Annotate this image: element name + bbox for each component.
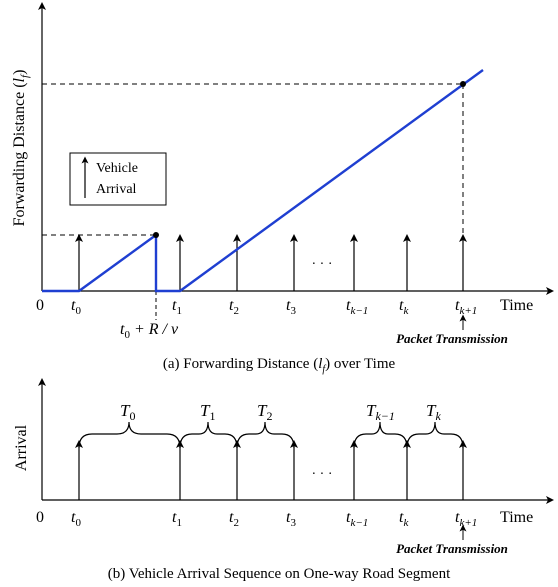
top-tick-labels: t0 t1 t2 t3 tk−1 tk tk+1	[71, 297, 477, 317]
caption-top: (a) Forwarding Distance (lf) over Time	[163, 356, 396, 375]
brace-Tk	[406, 421, 464, 449]
interval-labels: T0 T1 T2 Tk−1 Tk	[120, 401, 441, 423]
packet-transmission-label-top: Packet Transmission	[396, 331, 508, 346]
ellipsis-bottom: · · ·	[312, 467, 333, 482]
tick-label-top-4: tk−1	[346, 297, 368, 317]
tick-label-bottom-6: tk+1	[455, 509, 477, 529]
legend-text-line2: Arrival	[96, 182, 137, 197]
brace-Tk-1	[353, 421, 408, 449]
brace-T1	[179, 421, 238, 449]
brace-T2	[236, 421, 295, 449]
tick-label-bottom-0: t0	[71, 509, 81, 529]
time-label-top: Time	[500, 297, 533, 314]
tick-label-top-0: t0	[71, 297, 81, 317]
tick-label-top-6: tk+1	[455, 297, 477, 317]
interval-label-2: T2	[257, 401, 272, 423]
ellipsis-top: · · ·	[312, 257, 333, 272]
origin-label-bottom: 0	[36, 509, 44, 526]
vehicle-arrival-diagram: Arrival · · · T0 T1 T2 Tk−1 Tk 0 Time t0 t1 t2…	[13, 378, 554, 582]
tick-label-top-3: t3	[286, 297, 296, 317]
interval-label-4: Tk	[426, 401, 441, 423]
transmission-point	[460, 81, 466, 87]
y-axis-label-bottom: Arrival	[13, 424, 30, 471]
time-label-bottom: Time	[500, 509, 533, 526]
peak-point-r-v	[153, 232, 159, 238]
tick-label-bottom-1: t1	[172, 509, 182, 529]
forwarding-distance-line	[42, 69, 484, 293]
interval-label-3: Tk−1	[366, 401, 395, 423]
origin-label: 0	[36, 297, 44, 314]
interval-label-1: T1	[200, 401, 215, 423]
forwarding-distance-diagram: Forwarding Distance (lf) · · · Vehicle A…	[11, 2, 554, 375]
tick-label-top-2: t2	[229, 297, 239, 317]
packet-transmission-label-bottom: Packet Transmission	[396, 541, 508, 556]
brace-T0	[78, 421, 181, 449]
y-axis-label: Forwarding Distance (lf)	[11, 70, 31, 227]
caption-bottom: (b) Vehicle Arrival Sequence on One-way …	[108, 566, 451, 582]
legend-text-line1: Vehicle	[96, 161, 138, 176]
interval-label-0: T0	[120, 401, 135, 423]
tick-label-top-5: tk	[399, 297, 409, 317]
r-v-label: t0 + R / v	[120, 321, 179, 341]
tick-label-bottom-5: tk	[399, 509, 409, 529]
tick-label-bottom-2: t2	[229, 509, 239, 529]
bottom-tick-labels: t0 t1 t2 t3 tk−1 tk tk+1	[71, 509, 477, 529]
tick-label-bottom-4: tk−1	[346, 509, 368, 529]
tick-label-bottom-3: t3	[286, 509, 296, 529]
tick-label-top-1: t1	[172, 297, 182, 317]
